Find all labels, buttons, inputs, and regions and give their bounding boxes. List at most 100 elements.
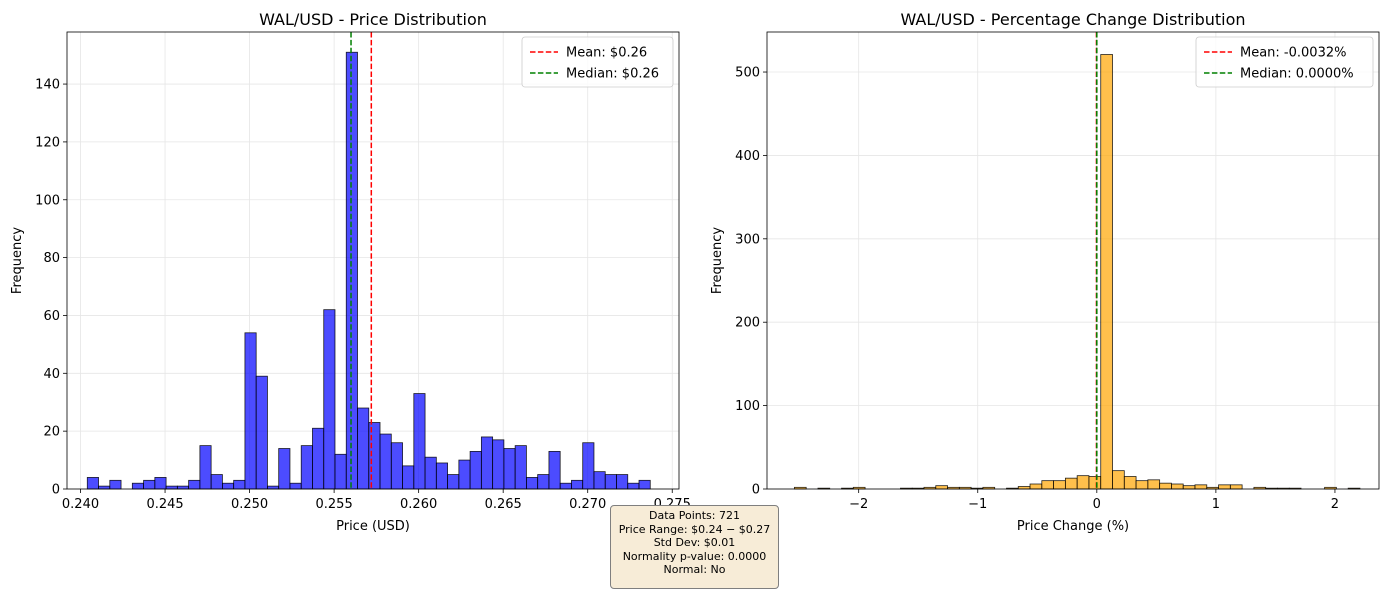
legend-entry: Median: $0.26 [566, 67, 659, 82]
histogram-bar [334, 453, 347, 490]
y-tick-label: 140 [35, 78, 60, 93]
legend: Mean: -0.0032% Median: 0.0000% [1195, 36, 1374, 88]
histogram-bar [447, 474, 460, 490]
y-tick-label: 40 [43, 367, 60, 382]
histogram-bar [1159, 482, 1172, 490]
histogram-bar [1147, 479, 1161, 490]
legend: Mean: $0.26 Median: $0.26 [521, 36, 674, 88]
legend-entry: Mean: -0.0032% [1240, 46, 1346, 61]
histogram-bar [537, 474, 550, 490]
y-tick-label: 400 [735, 149, 760, 164]
histogram-bar [638, 479, 651, 490]
histogram-bar [424, 456, 437, 490]
histogram-bar [1194, 484, 1208, 490]
y-tick-label: 20 [43, 425, 60, 440]
x-tick-label: 0.260 [400, 497, 437, 512]
histogram-bar [559, 482, 572, 490]
histogram-bar [526, 477, 539, 490]
x-axis-label: Price (USD) [336, 519, 410, 534]
histogram-bar [143, 479, 156, 490]
stats-normal: Normal: No [663, 563, 726, 577]
y-tick-label: 80 [43, 251, 60, 266]
x-tick-label: 0.265 [485, 497, 522, 512]
histogram-bar [593, 471, 606, 490]
histogram-bar [176, 485, 190, 490]
x-tick-label: 0.250 [231, 497, 268, 512]
histogram-bar [435, 462, 448, 490]
histogram-bar [1229, 484, 1243, 490]
histogram-bar [1076, 475, 1090, 490]
axes-frame [766, 31, 1380, 490]
x-axis-label: Price Change (%) [1017, 519, 1129, 534]
stats-price-range: Price Range: $0.24 − $0.27 [618, 522, 771, 536]
x-tick-label: 0.240 [62, 497, 99, 512]
histogram-bar [503, 448, 516, 490]
histogram-bar [86, 477, 99, 490]
stats-box: Data Points: 721 Price Range: $0.24 − $0… [610, 505, 779, 589]
histogram-bar [627, 482, 640, 490]
legend-entry: Mean: $0.26 [566, 46, 647, 61]
histogram-bar [1218, 484, 1231, 490]
y-axis-label: Frequency [710, 227, 725, 294]
x-tick-label: 0.270 [569, 497, 606, 512]
histogram-bar [323, 309, 336, 490]
histogram-bar [604, 474, 617, 490]
x-tick-label: 0 [1093, 497, 1101, 512]
histogram-bar [368, 422, 381, 490]
x-tick-label: 1 [1212, 497, 1220, 512]
histogram-bar [469, 450, 482, 490]
histogram-bar [131, 482, 144, 490]
y-tick-label: 0 [52, 483, 60, 498]
histogram-bar [492, 439, 505, 490]
chart-panel-2: Mean: -0.0032% Median: 0.0000% [763, 31, 1380, 493]
histogram-bar [514, 445, 527, 490]
stats-data-points: Data Points: 721 [648, 509, 740, 522]
histogram-bar [222, 482, 235, 490]
histogram-bar [480, 436, 494, 490]
histogram-bar [1182, 485, 1196, 490]
chart-title: WAL/USD - Price Distribution [259, 10, 487, 29]
histogram-bar [165, 485, 178, 490]
x-tick-label: 0.245 [146, 497, 183, 512]
y-tick-label: 100 [35, 193, 60, 208]
histogram-bar [1123, 476, 1137, 490]
histogram-bar [1053, 480, 1066, 490]
histogram-bar [1029, 483, 1043, 490]
histogram-bar [300, 445, 313, 490]
histogram-bar [390, 442, 403, 490]
histogram-bar [154, 477, 167, 490]
x-tick-label: −1 [968, 497, 987, 512]
histogram-bar [402, 465, 415, 490]
histogram-bar [210, 474, 223, 490]
histogram-bar [413, 393, 426, 490]
histogram-bar [345, 51, 358, 490]
histogram-bar [1112, 470, 1125, 490]
histogram-bar [582, 442, 595, 490]
histogram-bar [1064, 477, 1078, 490]
y-tick-label: 60 [43, 309, 60, 324]
histogram-bar [267, 485, 280, 490]
histogram-bar [199, 445, 212, 490]
histogram-bar [616, 474, 629, 490]
histogram-bar [379, 433, 392, 490]
x-tick-label: 2 [1331, 497, 1339, 512]
histogram-bar [98, 485, 111, 490]
histogram-bar [935, 485, 948, 490]
y-tick-label: 200 [735, 316, 760, 331]
histogram-bar [109, 479, 122, 490]
x-tick-label: −2 [849, 497, 868, 512]
legend-box [521, 36, 674, 88]
histogram-bar [244, 332, 257, 490]
histogram-bar [571, 479, 584, 490]
histogram-bar [233, 479, 246, 490]
chart-title: WAL/USD - Percentage Change Distribution [900, 10, 1245, 29]
histogram-bar [188, 479, 201, 490]
histogram-bar [255, 375, 268, 490]
chart-panel-1: Mean: $0.26 Median: $0.26 [63, 31, 680, 493]
stats-std-dev: Std Dev: $0.01 [653, 536, 736, 550]
y-tick-label: 300 [735, 232, 760, 247]
stats-normality-p: Normality p-value: 0.0000 [622, 549, 767, 563]
y-tick-label: 500 [735, 66, 760, 81]
histogram-bar [289, 482, 302, 490]
